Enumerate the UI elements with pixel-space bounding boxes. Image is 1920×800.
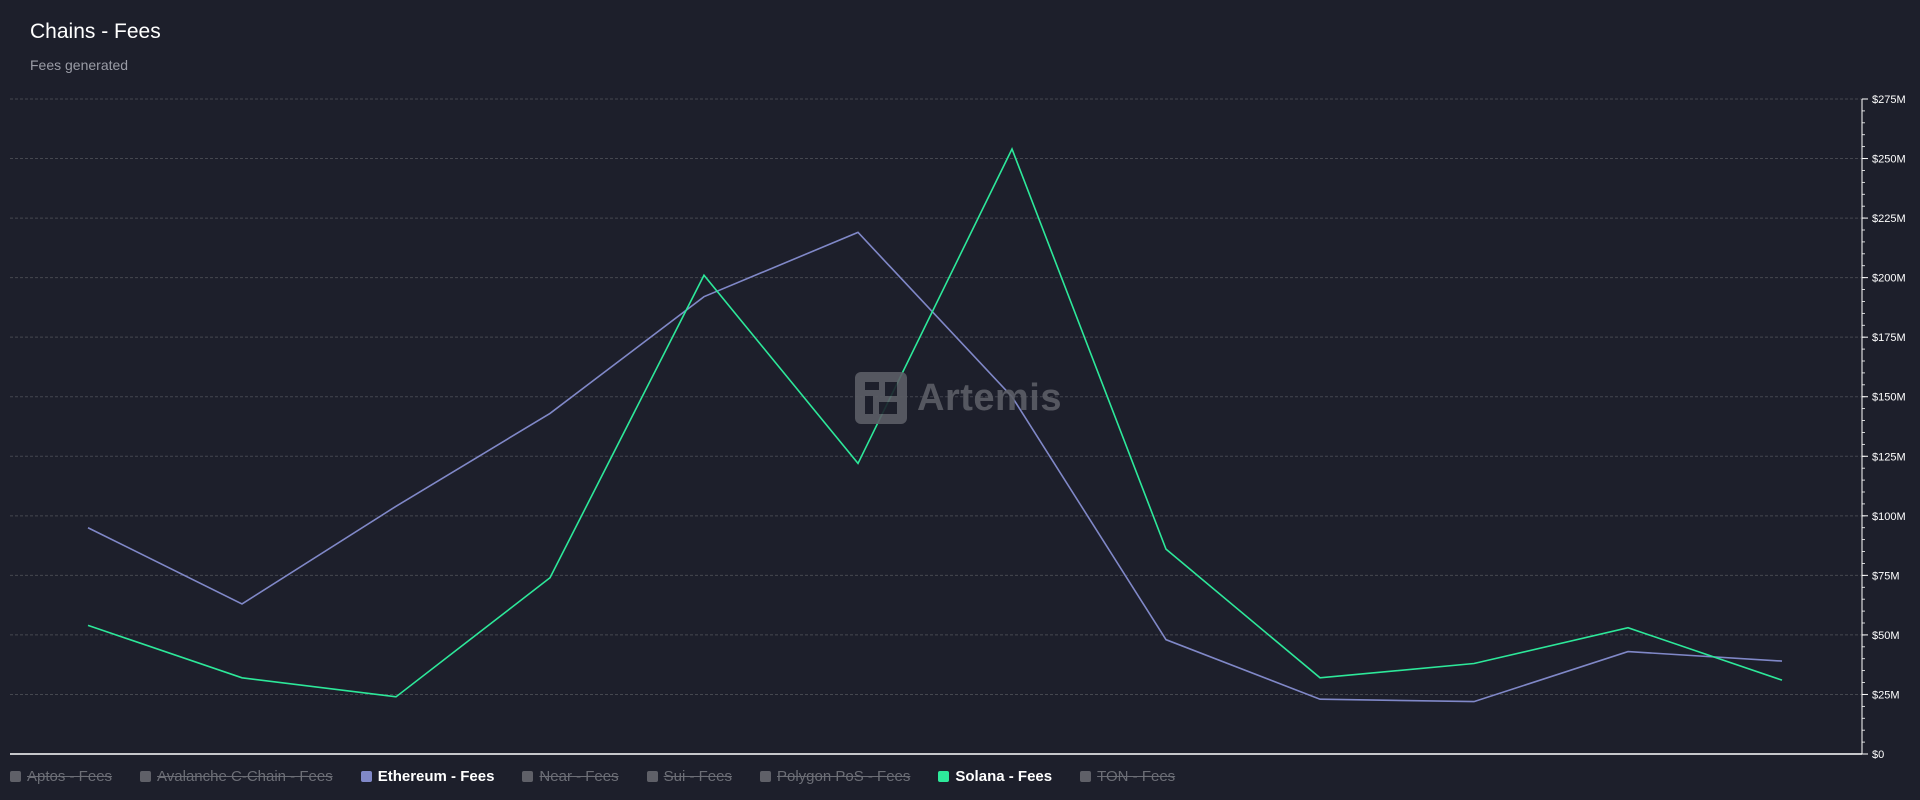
data-point[interactable] bbox=[702, 273, 706, 277]
y-tick-label: $100M bbox=[1872, 511, 1906, 523]
legend-label: Ethereum - Fees bbox=[377, 768, 495, 785]
watermark-text: Artemis bbox=[917, 376, 1062, 419]
y-tick-label: $275M bbox=[1872, 94, 1906, 106]
data-point[interactable] bbox=[1780, 659, 1784, 663]
series-line[interactable] bbox=[87, 231, 1783, 703]
data-point[interactable] bbox=[1626, 626, 1630, 630]
data-point[interactable] bbox=[1164, 547, 1168, 551]
data-point[interactable] bbox=[856, 461, 860, 465]
legend-swatch bbox=[1080, 771, 1092, 782]
y-tick-label: $125M bbox=[1872, 451, 1906, 463]
chart-plot: $0 $25M $50M $75M $100M $125M $150M $175M $200M $… bbox=[10, 94, 1906, 760]
data-point[interactable] bbox=[1164, 638, 1168, 642]
chart-legend: Aptos - Fees Avalanche C-Chain - Fees Ethe… bbox=[10, 768, 1203, 785]
data-point[interactable] bbox=[548, 576, 552, 580]
legend-item[interactable]: Ethereum - Fees bbox=[360, 768, 495, 785]
series-line[interactable] bbox=[87, 147, 1783, 698]
artemis-watermark: Artemis bbox=[855, 372, 1062, 424]
data-point[interactable] bbox=[240, 676, 244, 680]
y-tick-label: $0 bbox=[1872, 749, 1884, 760]
artemis-logo-icon bbox=[855, 372, 907, 424]
data-point[interactable] bbox=[1318, 697, 1322, 701]
data-point[interactable] bbox=[86, 526, 90, 530]
data-point[interactable] bbox=[394, 695, 398, 699]
legend-label: Aptos - Fees bbox=[27, 768, 113, 785]
legend-item[interactable]: TON - Fees bbox=[1080, 768, 1175, 785]
legend-label: Avalanche C-Chain - Fees bbox=[157, 768, 333, 785]
y-tick-label: $75M bbox=[1872, 570, 1900, 582]
legend-item[interactable]: Avalanche C-Chain - Fees bbox=[140, 768, 333, 785]
legend-label: Polygon PoS - Fees bbox=[776, 768, 911, 785]
y-axis: $0 $25M $50M $75M $100M $125M $150M $175M $200M $… bbox=[10, 94, 1906, 760]
data-point[interactable] bbox=[1472, 661, 1476, 665]
y-tick-label: $25M bbox=[1872, 689, 1900, 701]
y-tick-label: $200M bbox=[1872, 273, 1906, 285]
data-point[interactable] bbox=[86, 623, 90, 627]
legend-swatch bbox=[646, 771, 658, 782]
data-point[interactable] bbox=[394, 504, 398, 508]
legend-item[interactable]: Polygon PoS - Fees bbox=[759, 768, 911, 785]
data-point[interactable] bbox=[1318, 676, 1322, 680]
legend-label: TON - Fees bbox=[1097, 768, 1176, 785]
y-tick-label: $150M bbox=[1872, 392, 1906, 404]
legend-label: Near - Fees bbox=[539, 768, 619, 785]
legend-swatch bbox=[10, 771, 21, 782]
data-point[interactable] bbox=[548, 411, 552, 415]
data-point[interactable] bbox=[1780, 678, 1784, 682]
legend-swatch bbox=[360, 771, 372, 782]
y-tick-label: $250M bbox=[1872, 154, 1906, 166]
data-point[interactable] bbox=[702, 295, 706, 299]
data-point[interactable] bbox=[1010, 147, 1014, 151]
legend-swatch bbox=[938, 771, 950, 782]
data-point[interactable] bbox=[856, 230, 860, 234]
chart-title: Chains - Fees bbox=[30, 20, 161, 43]
grid-lines bbox=[10, 98, 1862, 695]
legend-item[interactable]: Aptos - Fees bbox=[10, 768, 112, 785]
data-point[interactable] bbox=[240, 602, 244, 606]
legend-item[interactable]: Near - Fees bbox=[522, 768, 619, 785]
series-lines bbox=[86, 147, 1784, 704]
legend-item[interactable]: Solana - Fees bbox=[938, 768, 1052, 785]
data-point[interactable] bbox=[1626, 650, 1630, 654]
legend-item[interactable]: Sui - Fees bbox=[646, 768, 732, 785]
legend-swatch bbox=[522, 771, 534, 782]
y-tick-label: $50M bbox=[1872, 630, 1900, 642]
legend-label: Solana - Fees bbox=[955, 768, 1053, 785]
chart-subtitle: Fees generated bbox=[30, 57, 129, 73]
legend-label: Sui - Fees bbox=[663, 768, 732, 785]
y-tick-label: $225M bbox=[1872, 213, 1906, 225]
data-point[interactable] bbox=[1472, 700, 1476, 704]
legend-swatch bbox=[759, 771, 771, 782]
legend-swatch bbox=[140, 771, 152, 782]
y-tick-label: $175M bbox=[1872, 332, 1906, 344]
